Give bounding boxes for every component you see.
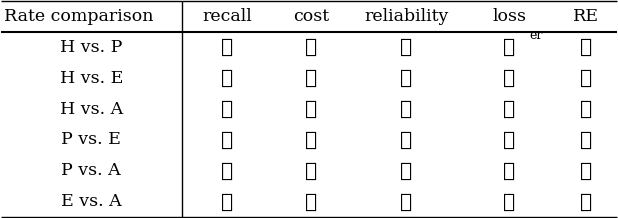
- Text: H vs. P: H vs. P: [60, 39, 122, 56]
- Text: er: er: [529, 29, 543, 42]
- Text: ✓: ✓: [305, 130, 317, 150]
- Text: ✗: ✗: [503, 130, 515, 150]
- Text: P vs. E: P vs. E: [61, 131, 121, 148]
- Text: ✗: ✗: [580, 130, 592, 150]
- Text: ✗: ✗: [305, 68, 317, 88]
- Text: reliability: reliability: [365, 8, 449, 25]
- Text: P vs. A: P vs. A: [61, 162, 121, 179]
- Text: ✗: ✗: [580, 37, 592, 57]
- Text: ✗: ✗: [580, 161, 592, 181]
- Text: ✗: ✗: [305, 192, 317, 212]
- Text: H vs. A: H vs. A: [60, 100, 123, 118]
- Text: loss: loss: [493, 8, 527, 25]
- Text: ✗: ✗: [400, 68, 413, 88]
- Text: ✗: ✗: [503, 161, 515, 181]
- Text: H vs. E: H vs. E: [59, 70, 123, 87]
- Text: ✓: ✓: [221, 161, 233, 181]
- Text: ✗: ✗: [221, 99, 233, 119]
- Text: recall: recall: [202, 8, 252, 25]
- Text: ✓: ✓: [305, 161, 317, 181]
- Text: ✗: ✗: [221, 192, 233, 212]
- Text: ✓: ✓: [221, 68, 233, 88]
- Text: E vs. A: E vs. A: [61, 193, 122, 210]
- Text: ✓: ✓: [503, 68, 515, 88]
- Text: ✗: ✗: [503, 192, 515, 212]
- Text: cost: cost: [293, 8, 329, 25]
- Text: ✓: ✓: [221, 130, 233, 150]
- Text: Rate comparison: Rate comparison: [4, 8, 153, 25]
- Text: ✓: ✓: [503, 37, 515, 57]
- Text: ✗: ✗: [400, 99, 413, 119]
- Text: ✓: ✓: [305, 37, 317, 57]
- Text: ✗: ✗: [305, 99, 317, 119]
- Text: ✓: ✓: [400, 161, 413, 181]
- Text: ✗: ✗: [580, 99, 592, 119]
- Text: ✗: ✗: [580, 192, 592, 212]
- Text: ✓: ✓: [400, 37, 413, 57]
- Text: ✓: ✓: [580, 68, 592, 88]
- Text: ✓: ✓: [503, 99, 515, 119]
- Text: ✓: ✓: [221, 37, 233, 57]
- Text: ✓: ✓: [400, 130, 413, 150]
- Text: ✗: ✗: [400, 192, 413, 212]
- Text: RE: RE: [573, 8, 599, 25]
